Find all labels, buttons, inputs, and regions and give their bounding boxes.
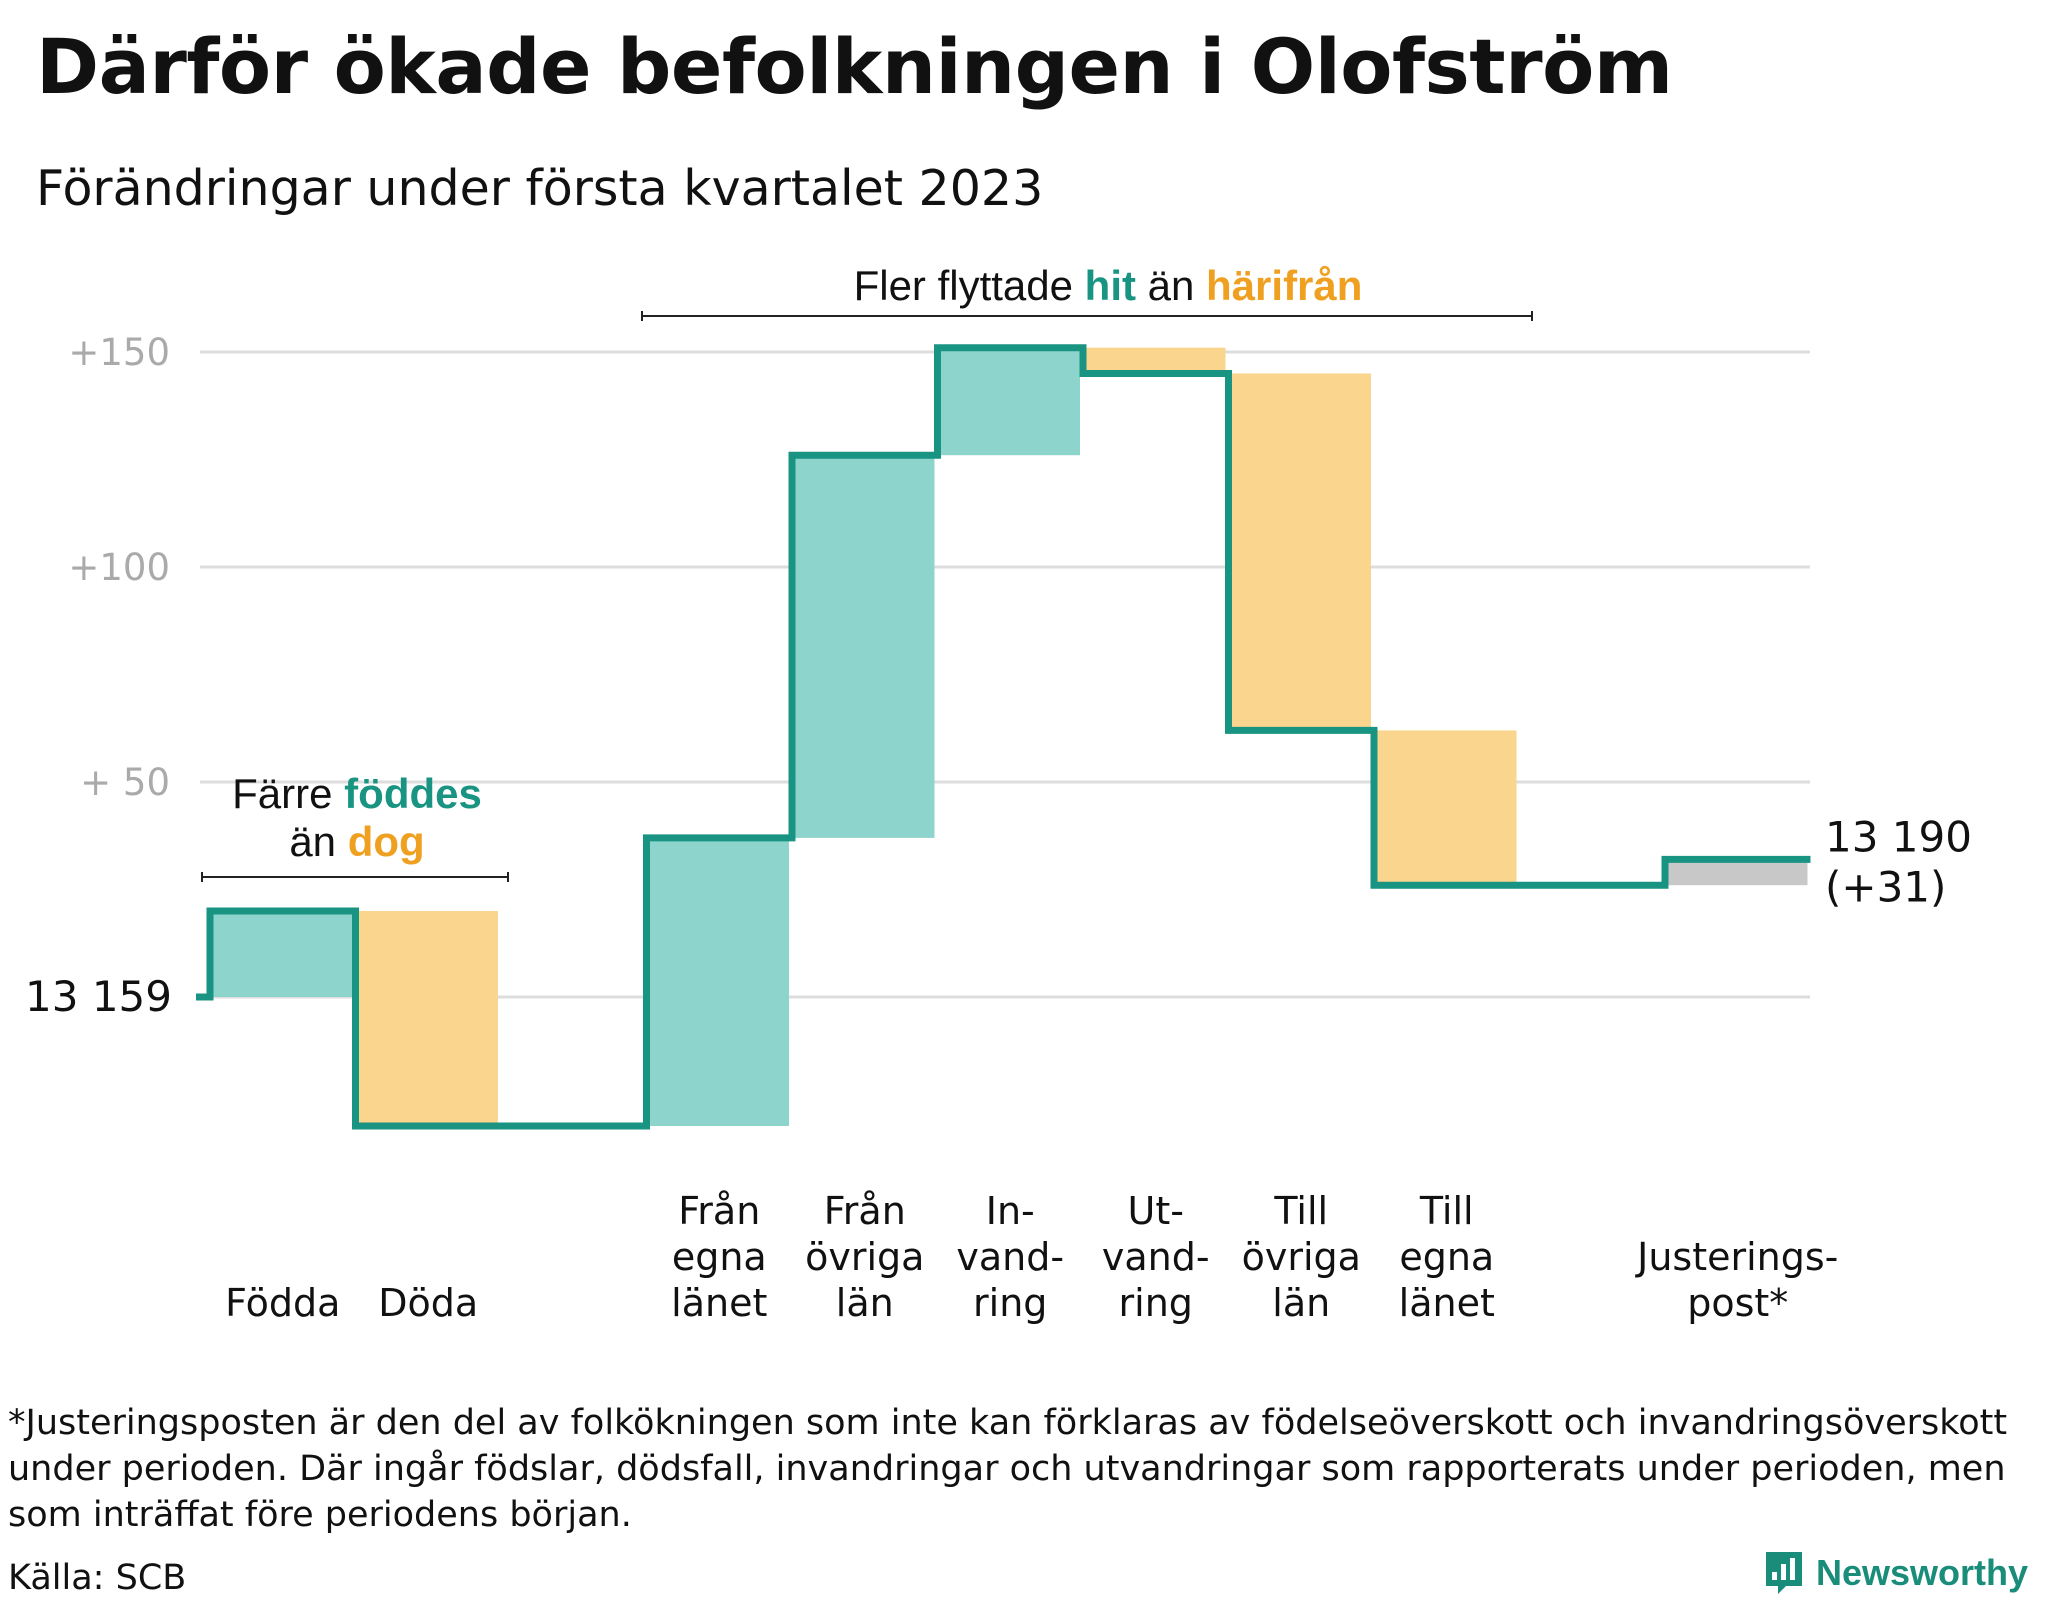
start-value-label: 13 159 bbox=[25, 972, 172, 1021]
x-tick-label: Till bbox=[1419, 1189, 1474, 1233]
x-tick-label: länet bbox=[671, 1281, 767, 1325]
end-change-label: (+31) bbox=[1825, 862, 1946, 911]
brand-name: Newsworthy bbox=[1815, 1552, 2028, 1593]
x-tick-label: Från bbox=[678, 1189, 760, 1233]
waterfall-bar bbox=[210, 911, 353, 997]
x-tick-label: In- bbox=[986, 1189, 1035, 1233]
x-tick-label: länet bbox=[1399, 1281, 1495, 1325]
x-tick-label: vand- bbox=[956, 1235, 1064, 1279]
waterfall-bar bbox=[1374, 730, 1517, 886]
annotation-text: Fler flyttade bbox=[854, 262, 1085, 309]
x-tick-label: Justerings- bbox=[1635, 1235, 1838, 1279]
x-tick-label: Ut- bbox=[1128, 1189, 1184, 1233]
footnote: *Justeringsposten är den del av folkökni… bbox=[8, 1403, 2008, 1535]
waterfall-bar bbox=[937, 347, 1080, 456]
x-tick-label: Döda bbox=[378, 1281, 478, 1325]
x-tick-label: Till bbox=[1273, 1189, 1328, 1233]
source-label: Källa: SCB bbox=[8, 1558, 187, 1598]
waterfall-bar bbox=[355, 911, 498, 1126]
migration-annotation: Fler flyttade hit än härifrån bbox=[854, 262, 1363, 309]
annotation-highlight: föddes bbox=[344, 770, 482, 817]
waterfall-bar bbox=[1228, 373, 1371, 731]
births-annotation-line1: Färre föddes bbox=[232, 770, 482, 817]
waterfall-bar bbox=[1083, 347, 1226, 374]
x-tick-label: län bbox=[1272, 1281, 1330, 1325]
y-tick-label: + 50 bbox=[80, 761, 170, 804]
x-tick-label: Födda bbox=[225, 1281, 340, 1325]
x-tick-label: egna bbox=[672, 1235, 767, 1279]
x-tick-label: län bbox=[836, 1281, 894, 1325]
annotation-text: än bbox=[1136, 262, 1206, 309]
chart-subtitle: Förändringar under första kvartalet 2023 bbox=[36, 160, 1044, 217]
annotation-text: än bbox=[289, 818, 347, 865]
x-tick-label: vand- bbox=[1102, 1235, 1210, 1279]
cumulative-step-line bbox=[196, 344, 1811, 1130]
waterfall-bar bbox=[646, 837, 789, 1126]
births-annotation-line2: än dog bbox=[289, 818, 424, 865]
waterfall-bar bbox=[1665, 859, 1808, 886]
x-tick-label: övriga bbox=[805, 1235, 924, 1279]
x-tick-label: ring bbox=[1119, 1281, 1193, 1325]
x-tick-label: Från bbox=[824, 1189, 906, 1233]
x-tick-label: övriga bbox=[1242, 1235, 1361, 1279]
x-tick-label: egna bbox=[1399, 1235, 1494, 1279]
annotation-highlight: dog bbox=[348, 818, 425, 865]
annotation-highlight: hit bbox=[1085, 262, 1136, 309]
y-tick-label: +150 bbox=[68, 331, 170, 374]
annotation-text: Färre bbox=[232, 770, 344, 817]
x-tick-label: post* bbox=[1687, 1281, 1788, 1325]
annotation-highlight: härifrån bbox=[1206, 262, 1362, 309]
y-tick-label: +100 bbox=[68, 546, 170, 589]
brand-logo: Newsworthy bbox=[1764, 1550, 2028, 1596]
end-value-label: 13 190 bbox=[1825, 812, 1972, 861]
waterfall-bar bbox=[792, 455, 935, 838]
x-tick-label: ring bbox=[973, 1281, 1047, 1325]
newsworthy-logo-icon bbox=[1765, 1552, 1802, 1594]
chart-title: Därför ökade befolkningen i Olofström bbox=[36, 22, 1673, 111]
